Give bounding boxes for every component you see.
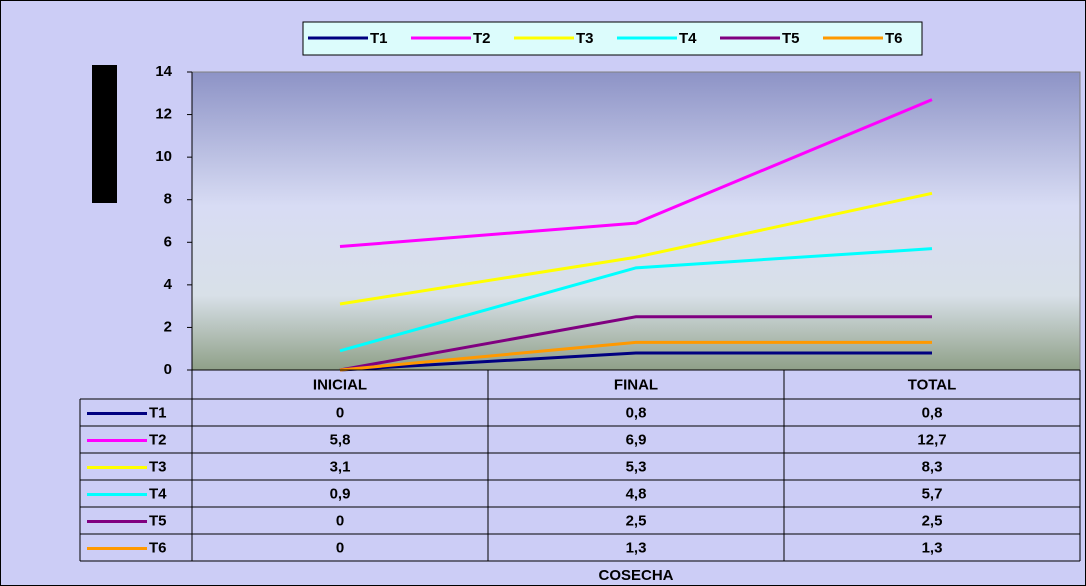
table-cell: 1,3 <box>922 539 943 556</box>
table-header: TOTAL <box>908 376 957 393</box>
table-cell: 1,3 <box>626 539 647 556</box>
legend-label: T3 <box>576 30 594 47</box>
table-header: INICIAL <box>313 376 367 393</box>
table-cell: 0,8 <box>626 404 647 421</box>
series-line <box>339 315 932 372</box>
series-line <box>339 191 933 306</box>
series-line <box>339 340 932 372</box>
table-cell: 0,8 <box>922 404 943 421</box>
x-axis-title: COSECHA <box>598 567 673 584</box>
series-line <box>339 351 932 372</box>
table-cell: 4,8 <box>626 485 647 502</box>
table-cell: 0 <box>336 512 344 529</box>
table-cell: 0 <box>336 404 344 421</box>
y-axis-title-box <box>92 65 117 203</box>
y-tick-label: 8 <box>164 191 172 208</box>
table-row-label: T2 <box>149 431 167 448</box>
table-cell: 3,1 <box>330 458 351 475</box>
legend <box>302 21 923 56</box>
table-cell: 0,9 <box>330 485 351 502</box>
table-cell: 2,5 <box>922 512 943 529</box>
series-line <box>339 98 933 249</box>
y-tick-label: 12 <box>155 106 172 123</box>
table-row-label: T4 <box>149 485 167 502</box>
table-cell: 5,7 <box>922 485 943 502</box>
y-tick-label: 2 <box>164 318 172 335</box>
y-tick-label: 14 <box>155 63 172 80</box>
legend-label: T5 <box>782 30 800 47</box>
table-cell: 6,9 <box>626 431 647 448</box>
y-tick-label: 4 <box>164 276 173 293</box>
legend-label: T2 <box>473 30 491 47</box>
y-tick-label: 0 <box>164 361 172 378</box>
table-cell: 0 <box>336 539 344 556</box>
table-row-label: T6 <box>149 539 167 556</box>
y-tick-label: 6 <box>164 233 172 250</box>
table-cell: 5,3 <box>626 458 647 475</box>
legend-label: T4 <box>679 30 697 47</box>
table-header: FINAL <box>614 376 658 393</box>
table-row-label: T5 <box>149 512 167 529</box>
plot-area <box>191 71 1081 371</box>
table-cell: 12,7 <box>917 431 946 448</box>
table-row-label: T3 <box>149 458 167 475</box>
table-cell: 8,3 <box>922 458 943 475</box>
table-cell: 5,8 <box>330 431 351 448</box>
table-cell: 2,5 <box>626 512 647 529</box>
series-line <box>339 247 933 353</box>
legend-label: T6 <box>885 30 903 47</box>
legend-label: T1 <box>370 30 388 47</box>
y-tick-label: 10 <box>155 148 172 165</box>
table-row-label: T1 <box>149 404 167 421</box>
